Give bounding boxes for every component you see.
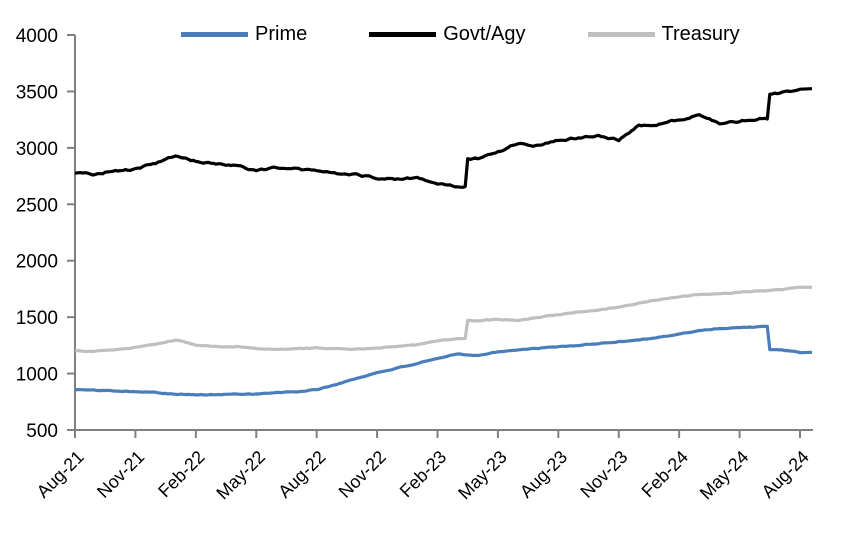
svg-text:Aug-21: Aug-21 bbox=[33, 447, 88, 502]
legend-label-govt-agy: Govt/Agy bbox=[443, 23, 526, 45]
svg-text:Feb-23: Feb-23 bbox=[396, 447, 450, 501]
svg-text:Nov-22: Nov-22 bbox=[335, 447, 390, 502]
svg-text:May-23: May-23 bbox=[454, 447, 511, 504]
legend-label-treasury: Treasury bbox=[661, 23, 740, 45]
svg-text:2000: 2000 bbox=[16, 252, 58, 273]
x-axis-labels: Aug-21 Nov-21 Feb-22 May-22 Aug-22 Nov-22 Feb-… bbox=[33, 430, 813, 503]
y-axis-labels: 500 1000 1500 2000 2500 3000 3500 4000 bbox=[16, 26, 75, 442]
series-line-govt-agy bbox=[74, 87, 813, 189]
svg-text:May-22: May-22 bbox=[212, 447, 269, 504]
svg-text:Aug-22: Aug-22 bbox=[274, 447, 329, 502]
svg-text:Feb-24: Feb-24 bbox=[638, 447, 692, 501]
svg-text:Aug-24: Aug-24 bbox=[758, 447, 813, 502]
svg-text:500: 500 bbox=[26, 421, 58, 442]
svg-text:Nov-21: Nov-21 bbox=[93, 447, 148, 502]
svg-text:Nov-23: Nov-23 bbox=[576, 447, 631, 502]
legend-label-prime: Prime bbox=[255, 23, 308, 45]
svg-text:3000: 3000 bbox=[16, 139, 58, 160]
legend-swatch-govt-agy-icon bbox=[369, 32, 437, 37]
svg-text:3500: 3500 bbox=[16, 82, 58, 103]
svg-text:Feb-22: Feb-22 bbox=[154, 447, 208, 501]
svg-text:4000: 4000 bbox=[16, 26, 58, 47]
legend-item-treasury: Treasury bbox=[587, 23, 740, 46]
svg-text:Aug-23: Aug-23 bbox=[516, 447, 571, 502]
legend-swatch-prime-icon bbox=[181, 32, 248, 37]
legend-item-prime: Prime bbox=[181, 23, 307, 46]
svg-text:1000: 1000 bbox=[16, 365, 58, 386]
legend-swatch-treasury-icon bbox=[587, 32, 655, 37]
legend-item-govt-agy: Govt/Agy bbox=[369, 23, 526, 46]
svg-text:1500: 1500 bbox=[16, 308, 58, 329]
chart-legend: Prime Govt/Agy Treasury bbox=[181, 23, 740, 46]
series-line-treasury bbox=[74, 285, 813, 354]
series-line-prime bbox=[74, 324, 813, 397]
svg-text:May-24: May-24 bbox=[696, 447, 753, 504]
svg-text:2500: 2500 bbox=[16, 195, 58, 216]
